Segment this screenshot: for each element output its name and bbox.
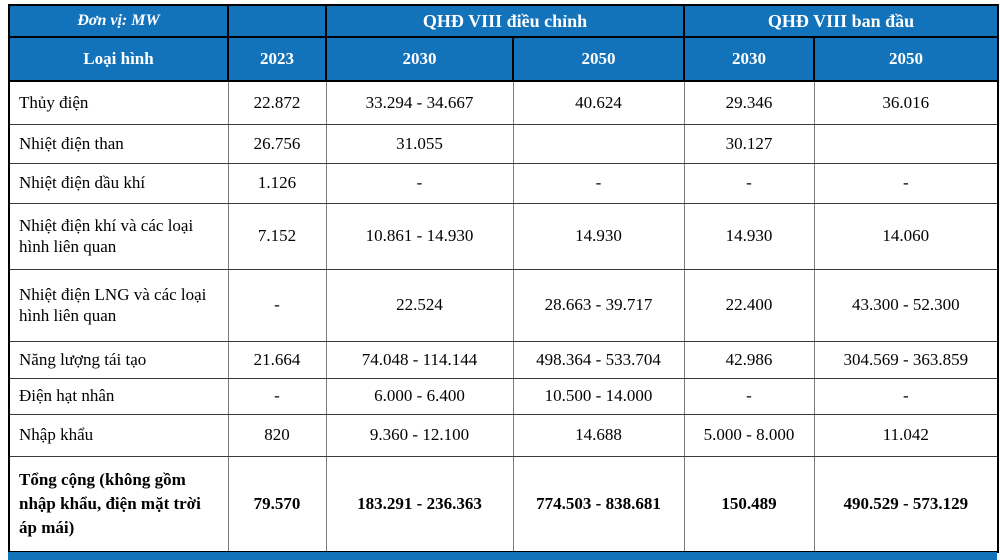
cell-adj-2050: - <box>512 162 685 204</box>
cell-orig-2030: 29.346 <box>683 80 815 125</box>
col-header-adj-2050: 2050 <box>511 36 686 82</box>
cell-orig-2030: 5.000 - 8.000 <box>683 413 815 457</box>
cell-adj-2050: 774.503 - 838.681 <box>512 455 685 553</box>
col-header-orig-2050: 2050 <box>813 36 1000 82</box>
header-year-row: Loại hình 2023 2030 2050 2030 2050 <box>8 36 1000 82</box>
cell-adj-2050 <box>512 123 685 164</box>
cell-orig-2050: - <box>813 377 999 415</box>
cell-2023: - <box>227 268 327 342</box>
cell-adj-2030: 74.048 - 114.144 <box>325 340 514 379</box>
table-row-imports: Nhập khẩu 820 9.360 - 12.100 14.688 5.00… <box>8 413 999 457</box>
cell-2023: 7.152 <box>227 202 327 270</box>
cell-orig-2030: 30.127 <box>683 123 815 164</box>
cell-adj-2050: 14.930 <box>512 202 685 270</box>
cell-orig-2050: 490.529 - 573.129 <box>813 455 999 553</box>
row-label: Điện hạt nhân <box>8 377 229 415</box>
cell-orig-2030: - <box>683 162 815 204</box>
group-adjusted-plan: QHĐ VIII điều chỉnh <box>324 4 686 38</box>
cell-orig-2050: 36.016 <box>813 80 999 125</box>
cell-adj-2050: 40.624 <box>512 80 685 125</box>
table-row-nuclear: Điện hạt nhân - 6.000 - 6.400 10.500 - 1… <box>8 377 999 415</box>
next-section-blue-bar <box>8 552 997 560</box>
unit-label: Đơn vị: MW <box>8 4 229 38</box>
cell-adj-2030: 31.055 <box>325 123 514 164</box>
cell-orig-2030: 150.489 <box>683 455 815 553</box>
cell-adj-2030: 10.861 - 14.930 <box>325 202 514 270</box>
table-row-coal: Nhiệt điện than 26.756 31.055 30.127 <box>8 123 999 164</box>
col-header-2023: 2023 <box>227 36 327 82</box>
row-label: Tổng cộng (không gồm nhập khẩu, điện mặt… <box>8 455 229 553</box>
col-header-adj-2030: 2030 <box>325 36 514 82</box>
table-row-lng: Nhiệt điện LNG và các loại hình liên qua… <box>8 268 999 342</box>
group-original-plan: QHĐ VIII ban đầu <box>683 4 1000 38</box>
cell-adj-2050: 28.663 - 39.717 <box>512 268 685 342</box>
cell-2023: 79.570 <box>227 455 327 553</box>
cell-orig-2050: 43.300 - 52.300 <box>813 268 999 342</box>
row-label: Nhập khẩu <box>8 413 229 457</box>
cell-2023: 26.756 <box>227 123 327 164</box>
cell-adj-2030: 6.000 - 6.400 <box>325 377 514 415</box>
row-label: Nhiệt điện LNG và các loại hình liên qua… <box>8 268 229 342</box>
cell-adj-2050: 14.688 <box>512 413 685 457</box>
cell-2023: - <box>227 377 327 415</box>
cell-orig-2050: 14.060 <box>813 202 999 270</box>
cell-2023: 22.872 <box>227 80 327 125</box>
row-label: Năng lượng tái tạo <box>8 340 229 379</box>
col-header-orig-2030: 2030 <box>683 36 816 82</box>
cell-orig-2030: - <box>683 377 815 415</box>
cell-2023: 820 <box>227 413 327 457</box>
cell-adj-2050: 10.500 - 14.000 <box>512 377 685 415</box>
row-label: Nhiệt điện than <box>8 123 229 164</box>
cell-orig-2050: 304.569 - 363.859 <box>813 340 999 379</box>
cell-orig-2030: 42.986 <box>683 340 815 379</box>
cell-adj-2030: 33.294 - 34.667 <box>325 80 514 125</box>
power-capacity-table: Đơn vị: MW QHĐ VIII điều chỉnh QHĐ VIII … <box>8 4 1000 553</box>
cell-adj-2030: - <box>325 162 514 204</box>
table-row-oil-gas: Nhiệt điện dầu khí 1.126 - - - - <box>8 162 999 204</box>
header-group-row: Đơn vị: MW QHĐ VIII điều chỉnh QHĐ VIII … <box>8 4 1000 38</box>
cell-orig-2050 <box>813 123 999 164</box>
col-header-type: Loại hình <box>8 36 229 82</box>
header-empty-cell <box>227 4 327 38</box>
table-row-total: Tổng cộng (không gồm nhập khẩu, điện mặt… <box>8 455 999 553</box>
row-label: Thủy điện <box>8 80 229 125</box>
cell-orig-2050: 11.042 <box>813 413 999 457</box>
row-label: Nhiệt điện khí và các loại hình liên qua… <box>8 202 229 270</box>
cell-adj-2030: 22.524 <box>325 268 514 342</box>
cell-adj-2030: 183.291 - 236.363 <box>325 455 514 553</box>
row-label: Nhiệt điện dầu khí <box>8 162 229 204</box>
cell-orig-2030: 22.400 <box>683 268 815 342</box>
cell-adj-2030: 9.360 - 12.100 <box>325 413 514 457</box>
table-row-hydro: Thủy điện 22.872 33.294 - 34.667 40.624 … <box>8 80 999 125</box>
cell-orig-2030: 14.930 <box>683 202 815 270</box>
cell-orig-2050: - <box>813 162 999 204</box>
cell-2023: 21.664 <box>227 340 327 379</box>
table-row-gas: Nhiệt điện khí và các loại hình liên qua… <box>8 202 999 270</box>
table-row-renewables: Năng lượng tái tạo 21.664 74.048 - 114.1… <box>8 340 999 379</box>
cell-adj-2050: 498.364 - 533.704 <box>512 340 685 379</box>
cell-2023: 1.126 <box>227 162 327 204</box>
